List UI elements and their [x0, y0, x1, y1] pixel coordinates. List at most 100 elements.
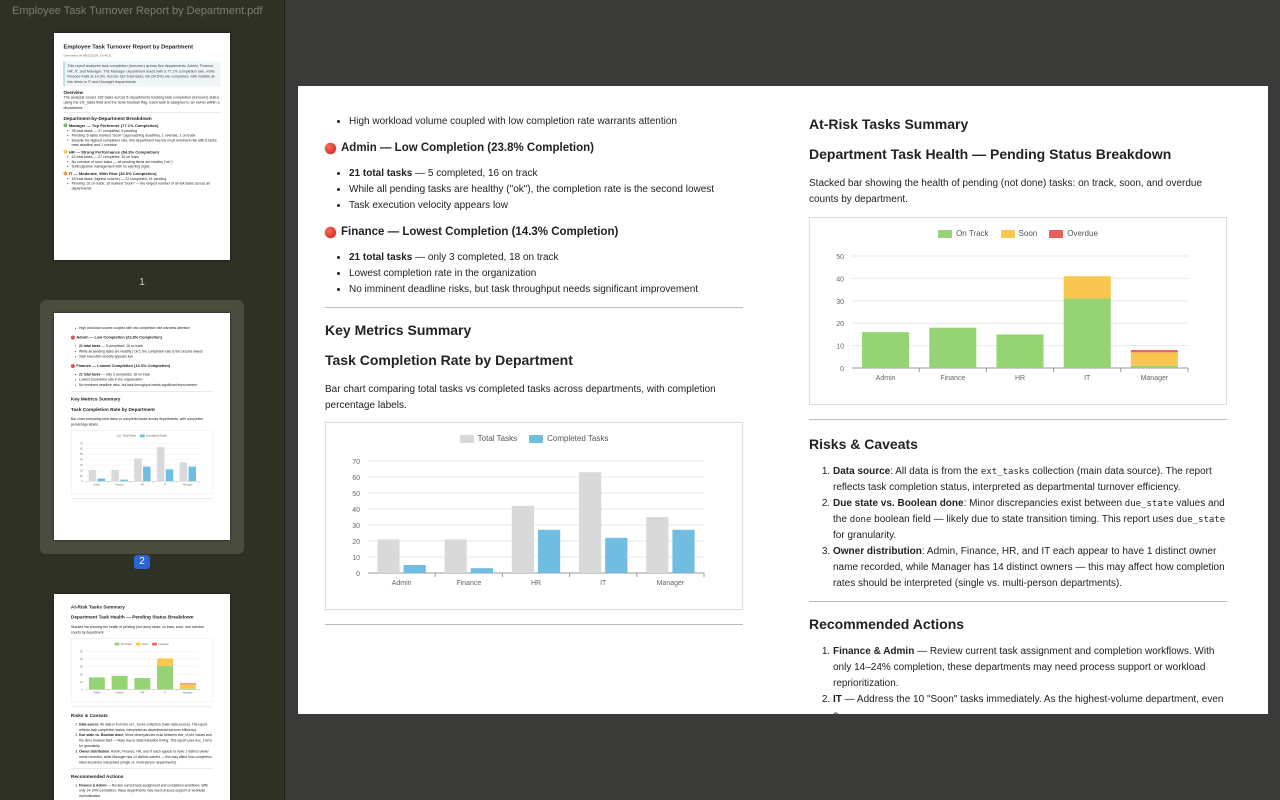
y-tick-label: 10 — [80, 681, 83, 684]
y-tick-label: 0 — [840, 366, 844, 373]
list-item: Pending: 6 tasks marked "Soon" (approach… — [72, 133, 221, 138]
x-tick-label: Manager — [183, 483, 193, 486]
bar-admin-total-tasks — [88, 469, 97, 482]
x-tick-label: Manager — [1141, 375, 1169, 382]
legend-completed-label: Completed Tasks — [547, 434, 609, 443]
list-item: Data source: All data is from the ext_ta… — [833, 464, 1227, 496]
action1-text: — Review current task assignment and com… — [79, 783, 209, 799]
risk1-text-2: collection (main data source). The repor… — [833, 466, 1212, 493]
bar-it-completed-tasks — [605, 537, 628, 573]
finance-heading: Finance — Lowest Completion (14.3% Compl… — [70, 363, 212, 368]
legend-overdue-label: Overdue — [158, 642, 169, 646]
y-tick-label: 10 — [352, 555, 360, 562]
legend-total[interactable]: Total Tasks — [459, 431, 517, 447]
legend-on-track-label: On Track — [120, 642, 132, 646]
legend-overdue[interactable]: Overdue — [1049, 226, 1098, 242]
risk2-code-2: done — [849, 515, 872, 525]
list-item: Solid pipeline management with no warnin… — [72, 164, 221, 169]
list-item: IT — Address the 10 "Soon" tasks immedia… — [833, 692, 1227, 714]
y-tick-label: 30 — [80, 464, 83, 467]
green-circle-icon — [63, 123, 68, 128]
x-tick-label: Finance — [115, 692, 124, 695]
legend-completed[interactable]: Completed Tasks — [140, 433, 167, 438]
x-tick-label: Admin — [876, 375, 896, 382]
legend-total[interactable]: Total Tasks — [116, 433, 136, 438]
y-tick-label: 40 — [836, 276, 844, 283]
y-tick-label: 0 — [81, 480, 83, 483]
admin-total-detail: — 5 completed, 16 on track — [412, 168, 538, 179]
chart2-legend[interactable]: On Track Soon Overdue — [810, 226, 1226, 242]
thumb1-manager-heading: Manager — Top Performer (77.1% Completio… — [68, 123, 159, 129]
y-tick-label: 20 — [352, 539, 360, 546]
red-circle-icon — [325, 142, 336, 154]
x-tick-label: Finance — [456, 580, 481, 587]
list-item: No overdue or soon tasks — all pending i… — [72, 160, 221, 165]
document-viewer[interactable]: High workload volume coupled with low co… — [285, 0, 1280, 800]
bar-it-soon — [1063, 276, 1111, 299]
y-tick-label: 50 — [80, 453, 83, 456]
chart2-container: On Track Soon Overdue 0 10 20 30 40 50 Admin Fi… — [70, 638, 213, 702]
divider — [809, 419, 1227, 420]
legend-overdue[interactable]: Overdue — [152, 641, 169, 646]
x-tick-label: IT — [164, 483, 167, 486]
chart1-legend[interactable]: Total Tasks Completed Tasks — [326, 431, 742, 447]
bar-hr-on-track — [996, 334, 1044, 368]
bar-it-completed-tasks — [165, 469, 174, 482]
legend-completed[interactable]: Completed Tasks — [529, 431, 608, 447]
list-item: 21 total tasks — 5 completed, 16 on trac… — [79, 343, 212, 348]
risk2-text-3: boolean field — likely due to state tran… — [92, 738, 196, 743]
x-tick-label: HR — [1015, 375, 1025, 382]
bar-finance-total-tasks — [111, 469, 119, 482]
bar-manager-total-tasks — [646, 517, 669, 573]
y-tick-label: 20 — [80, 673, 83, 676]
legend-soon[interactable]: Soon — [1000, 226, 1037, 242]
list-item: 42 total tasks — 27 completed, 15 on tra… — [72, 155, 221, 160]
divider — [325, 624, 743, 625]
legend-on-track[interactable]: On Track — [114, 641, 132, 646]
thumb1-generated: Generated on 08/22/2026, 19:46:21 — [63, 53, 112, 58]
chart2-heading: Department Task Health — Pending Status … — [70, 614, 194, 620]
bar-manager-total-tasks — [179, 462, 188, 482]
list-item: Finance & Admin — Review current task as… — [79, 783, 212, 799]
thumbnail-page-2[interactable]: High workload volume coupled with low co… — [40, 300, 244, 554]
risk2-text: : Minor discrepancies exist between — [963, 498, 1125, 509]
bar-finance-on-track — [929, 327, 977, 368]
page-number-2[interactable]: 2 — [134, 555, 150, 569]
finance-total-detail: — only 3 completed, 18 on track — [100, 372, 150, 377]
finance-total-detail: — only 3 completed, 18 on track — [412, 252, 559, 263]
action2-label: IT — [833, 694, 842, 705]
thumb1-breakdown-heading: Department-by-Department Breakdown — [63, 115, 152, 122]
legend-on-track[interactable]: On Track — [938, 226, 989, 242]
bar-admin-completed-tasks — [97, 478, 106, 482]
y-tick-label: 30 — [80, 666, 83, 669]
chart1-svg: 0 10 20 30 40 50 60 70 Admin Finance HR IT Manager — [352, 459, 705, 587]
risk1-text-2: collection (main data source). The repor… — [79, 722, 208, 732]
yellow-circle-icon — [63, 149, 68, 154]
thumbnail-1-image: Employee Task Turnover Report by Departm… — [54, 33, 230, 260]
legend-soon[interactable]: Soon — [135, 641, 148, 646]
red-circle-icon — [325, 226, 336, 238]
chart2-container: On Track Soon Overdue 0 10 20 30 40 50 Admin Fi… — [809, 217, 1227, 405]
risk3-label: Owner distribution — [79, 749, 110, 754]
action1-text: — Review current task assignment and com… — [833, 646, 1215, 689]
x-tick-label: Finance — [115, 483, 124, 486]
thumbnail-page-1[interactable]: Employee Task Turnover Report by Departm… — [40, 26, 244, 270]
risk2-code-2: done — [84, 739, 93, 743]
finance-heading-text: Finance — Lowest Completion (14.3% Compl… — [341, 226, 619, 238]
thumbnail-3-image: At-Risk Tasks Summary Department Task He… — [54, 594, 230, 800]
thumb1-overview-text: The analysis covers 182 tasks across 5 d… — [63, 95, 221, 113]
risk2-text-3: boolean field — likely due to state tran… — [871, 514, 1177, 525]
x-tick-label: Manager — [657, 580, 685, 587]
bar-finance-completed-tasks — [470, 568, 493, 573]
metrics-heading: Key Metrics Summary — [70, 396, 121, 402]
chart2-legend[interactable]: On Track Soon Overdue — [71, 641, 212, 646]
page-number-1[interactable]: 1 — [139, 277, 145, 288]
action1-label: Finance & Admin — [833, 646, 915, 657]
chart1-legend[interactable]: Total Tasks Completed Tasks — [71, 433, 212, 438]
y-tick-label: 70 — [352, 459, 360, 466]
chart2-svg: 0 10 20 30 40 50 Admin Finance HR IT Manager — [80, 651, 200, 695]
list-item: 21 total tasks — 5 completed, 16 on trac… — [349, 166, 743, 182]
thumbnail-page-3[interactable]: At-Risk Tasks Summary Department Task He… — [40, 586, 244, 800]
x-tick-label: HR — [141, 483, 145, 486]
risk1-code: ext_tasks — [129, 722, 146, 727]
